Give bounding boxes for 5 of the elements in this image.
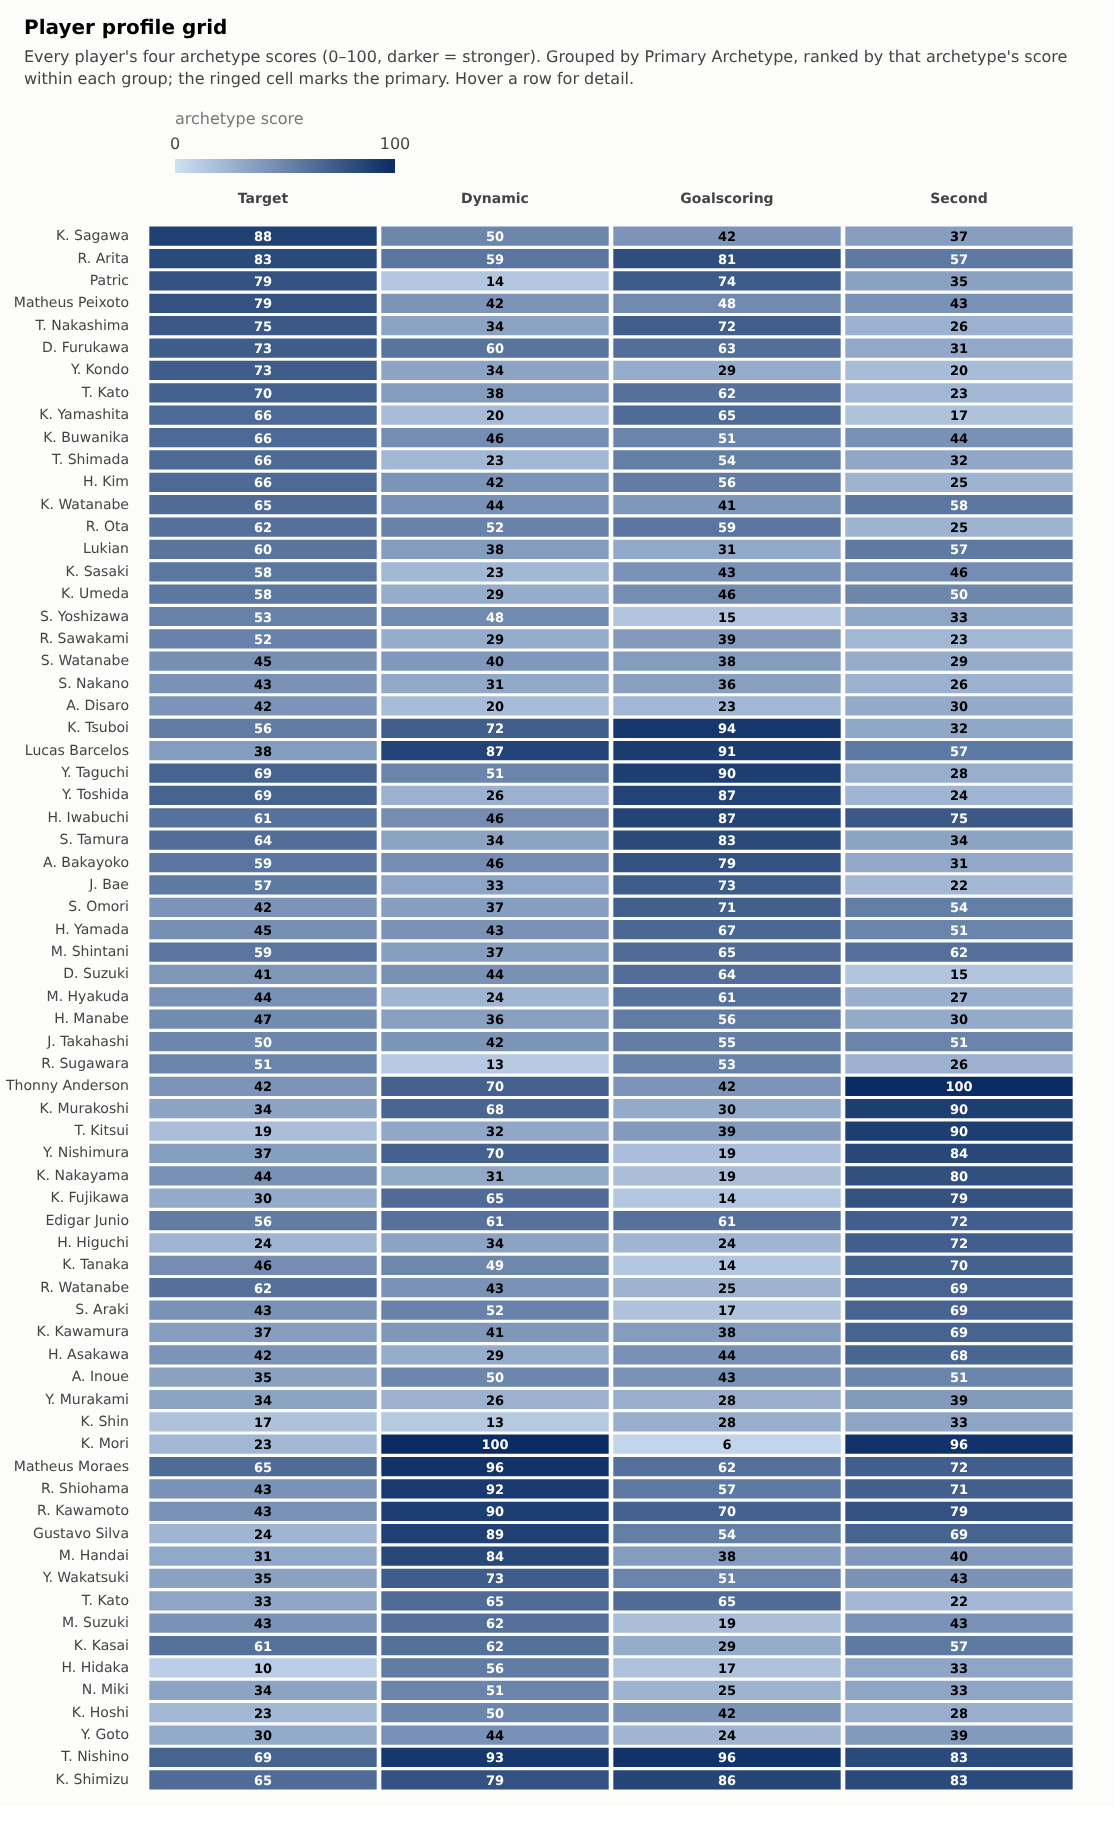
chart-title: Player profile grid — [24, 16, 228, 44]
chart-subtitle: Every player's four archetype scores (0–100, darker = stronger). Grouped by Primary Archetype, ranked by that archetype's score within each group; the ringed cell marks the primary. Hover a row for detail. — [24, 48, 1070, 91]
color-bar-title: archetype score — [175, 110, 304, 129]
color-bar-label: 100 — [379, 135, 411, 154]
color-bar-label: 0 — [169, 135, 181, 154]
